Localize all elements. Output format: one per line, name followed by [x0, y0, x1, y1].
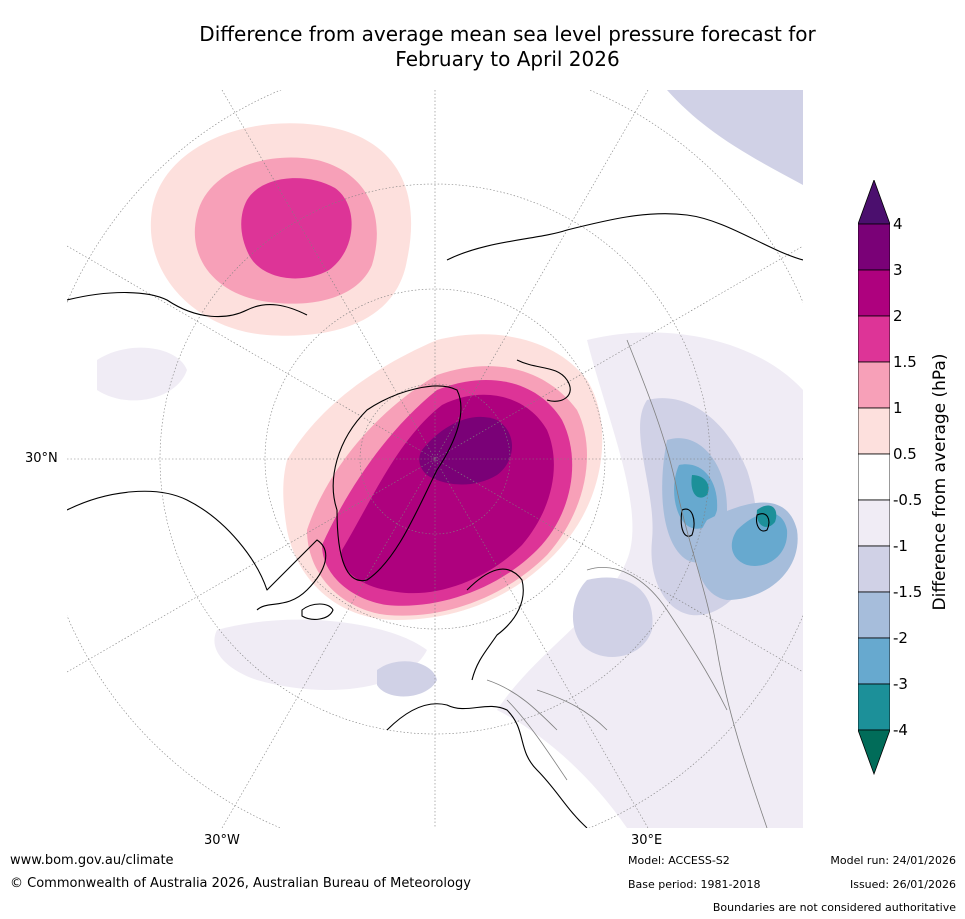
- colorbar-bin: [858, 453, 890, 501]
- colorbar-bin: [858, 499, 890, 547]
- footer-model-run: Model run: 24/01/2026: [830, 854, 956, 867]
- title-line-2: February to April 2026: [395, 47, 620, 71]
- colorbar-bin: [858, 407, 890, 455]
- iceland-coast: [301, 603, 334, 620]
- colorbar-tick-label: 2: [893, 307, 903, 325]
- chart-title: Difference from average mean sea level p…: [0, 22, 965, 72]
- lat-label-30n: 30°N: [25, 451, 58, 466]
- colorbar-tick-label: 1: [893, 399, 903, 417]
- europe-neg-1: [377, 661, 437, 697]
- title-line-1: Difference from average mean sea level p…: [199, 22, 816, 46]
- colorbar-tick-label: -4: [893, 721, 908, 739]
- colorbar-bin: [858, 315, 890, 363]
- colorbar-bin: [858, 545, 890, 593]
- europe-borders: [486, 679, 608, 781]
- political-borders: [486, 339, 768, 828]
- central-asia-neg-2: [731, 513, 788, 566]
- colorbar-tick-label: -1: [893, 537, 908, 555]
- colorbar: [858, 180, 890, 776]
- colorbar-bin: [858, 591, 890, 639]
- russia-border: [586, 567, 728, 711]
- aral-coast: [756, 513, 770, 532]
- footer-copyright: © Commonwealth of Australia 2026, Austra…: [10, 876, 471, 891]
- greenland-coast: [332, 385, 462, 582]
- footer-website[interactable]: www.bom.gov.au/climate: [10, 853, 174, 868]
- colorbar-tick-label: 1.5: [893, 353, 917, 371]
- siberia-neg-3: [674, 464, 718, 529]
- arctic-pos-3: [419, 416, 512, 485]
- colorbar-extend-top: [858, 180, 890, 225]
- colorbar-tick-label: 3: [893, 261, 903, 279]
- graticule: [67, 90, 803, 828]
- scandinavia-coast: [466, 568, 524, 681]
- colorbar-tick-label: 0.5: [893, 445, 917, 463]
- coastlines: [67, 213, 803, 828]
- footer-disclaimer: Boundaries are not considered authoritat…: [712, 901, 956, 914]
- alaska-coast: [67, 292, 308, 318]
- siberia-coast: [446, 213, 803, 261]
- colorbar-bin: [858, 269, 890, 317]
- pacific-pos-2: [241, 178, 352, 279]
- positive-anomaly-layer: [150, 123, 603, 620]
- north-america-coast: [67, 490, 327, 611]
- arctic-pacific-weak-negative: [667, 90, 803, 185]
- lon-label-30w: 30°W: [204, 833, 240, 848]
- siberia-neg-4: [691, 475, 709, 498]
- arctic-islands: [516, 359, 571, 402]
- colorbar-tick-label: -3: [893, 675, 908, 693]
- caspian-coast: [680, 508, 695, 537]
- map-svg: [67, 90, 803, 828]
- negative-anomaly-layer: [97, 90, 803, 828]
- colorbar-extend-bottom: [858, 729, 890, 776]
- lon-label-30e: 30°E: [631, 833, 663, 848]
- footer-issued: Issued: 26/01/2026: [849, 878, 956, 891]
- colorbar-tick-label: -2: [893, 629, 908, 647]
- colorbar-bin: [858, 683, 890, 731]
- footer-model: Model: ACCESS-S2: [628, 854, 730, 867]
- east-europe-neg: [572, 577, 653, 657]
- atlantic-weak-negative: [214, 619, 427, 690]
- colorbar-bin: [858, 361, 890, 409]
- asia-borders: [626, 339, 768, 828]
- colorbar-tick-label: -1.5: [893, 583, 923, 601]
- colorbar-label: Difference from average (hPa): [930, 353, 950, 611]
- colorbar-tick-label: -0.5: [893, 491, 923, 509]
- colorbar-tick-label: 4: [893, 215, 903, 233]
- footer-base-period: Base period: 1981-2018: [628, 878, 761, 891]
- colorbar-bin: [858, 223, 890, 271]
- europe-coast: [386, 703, 588, 828]
- polar-map: [67, 90, 803, 828]
- colorbar-bins: [858, 180, 890, 776]
- colorbar-bin: [858, 637, 890, 685]
- pacific-weak-negative: [97, 347, 187, 401]
